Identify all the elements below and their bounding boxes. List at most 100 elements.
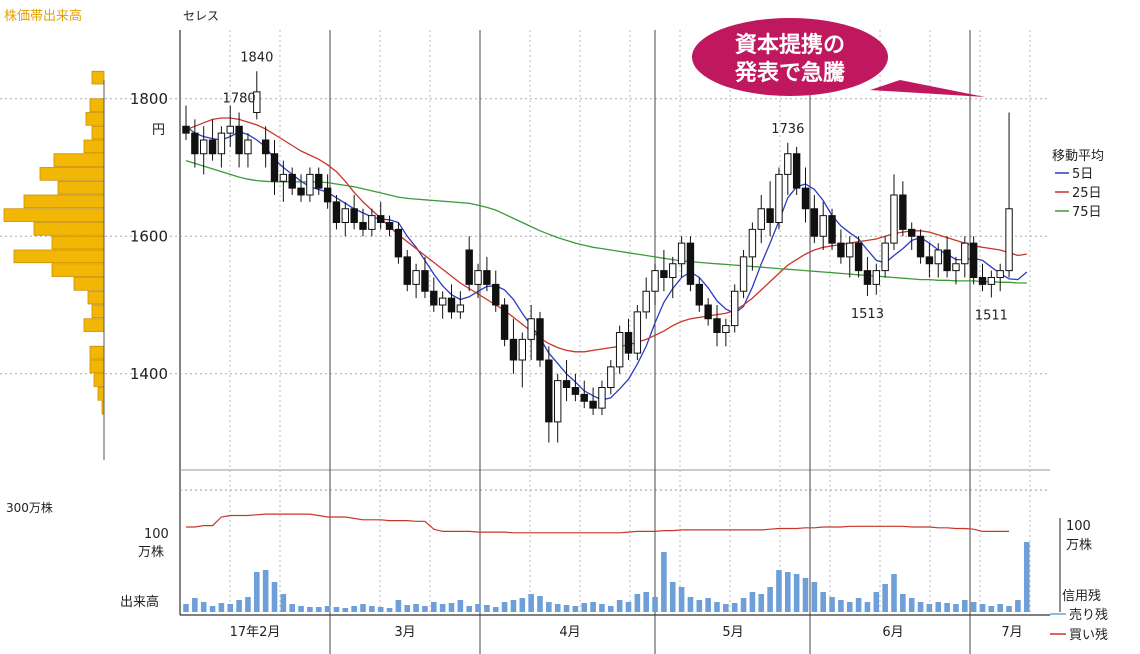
volume-bar — [254, 572, 260, 612]
volume-bar — [616, 600, 623, 612]
annotation-bubble: 資本提携の 発表で急騰 — [692, 18, 985, 97]
volume-bar — [944, 603, 950, 612]
volume-bar — [705, 598, 711, 612]
candle — [500, 298, 509, 347]
volume-bar — [669, 582, 676, 612]
volume-bar — [448, 603, 455, 612]
candle-body-down — [288, 173, 296, 189]
price-band-bar — [87, 290, 105, 305]
volume-bar — [183, 604, 189, 612]
ma-line-25日 — [185, 117, 1027, 353]
price-band-volume — [3, 70, 105, 460]
volume-bar — [262, 570, 269, 612]
volume-bar — [988, 606, 995, 612]
volume-bar — [661, 552, 667, 612]
volume-bar — [245, 597, 251, 612]
candle — [846, 236, 854, 278]
volume-bar — [652, 597, 658, 612]
volume-bar — [758, 594, 765, 612]
candle-body-up — [368, 215, 376, 230]
candle — [279, 160, 288, 202]
volume-bar — [200, 602, 207, 612]
candle — [536, 311, 544, 367]
candle — [695, 277, 703, 312]
volume-bar — [510, 600, 517, 612]
candle — [571, 373, 580, 402]
volume-bar — [289, 604, 295, 612]
volume-bar — [962, 600, 968, 612]
candle-body-down — [863, 270, 872, 285]
volume-bar — [829, 597, 835, 612]
candle-body-down — [766, 208, 774, 223]
candle-body-up — [996, 270, 1004, 278]
candle — [217, 126, 226, 168]
volume-bar — [599, 604, 605, 612]
candle-body-down — [695, 283, 703, 306]
candle-value-label: 1513 — [851, 307, 884, 322]
candle-body-down — [483, 270, 491, 285]
candle-body-up — [226, 125, 234, 134]
candle-body-up — [456, 304, 465, 313]
candle — [828, 208, 836, 250]
candle-body-up — [961, 242, 969, 265]
candle-body-down — [916, 235, 925, 258]
candle — [368, 208, 376, 237]
candle — [474, 263, 482, 299]
y-axis-unit: 円 — [152, 123, 165, 138]
volume-bar — [811, 582, 818, 612]
candle-body-up — [607, 366, 615, 388]
price-band-scale-label: 300万株 — [6, 500, 53, 515]
candle-body-down — [536, 318, 544, 361]
candle-body-down — [704, 304, 712, 320]
price-band-bar — [23, 194, 105, 209]
annotation-ellipse — [692, 18, 888, 96]
volume-bar — [776, 570, 782, 612]
price-band-bar — [89, 98, 105, 112]
volume-bar — [855, 598, 862, 612]
price-band-bar — [3, 208, 105, 222]
candle-body-down — [500, 304, 509, 340]
candle-body-down — [235, 125, 243, 155]
candle-body-down — [810, 208, 819, 237]
candle-body-down — [208, 139, 217, 155]
volume-bar — [227, 604, 234, 612]
candle — [412, 263, 420, 299]
volume-bar — [785, 572, 791, 612]
volume-bar — [820, 592, 826, 612]
candle-value-label: 1736 — [771, 122, 804, 137]
volume-bar — [457, 600, 464, 612]
candle — [669, 256, 677, 299]
candle — [182, 105, 190, 140]
candle-body-up — [474, 270, 482, 285]
candle — [438, 291, 447, 319]
chart-text: 1400 1600 1800 17年2月 3月 4月 5月 6月 7月 1840 1736 1513 1… — [130, 50, 1023, 640]
volume-bar — [864, 602, 871, 612]
price-band-bar — [57, 180, 105, 195]
moving-average-legend: 移動平均 5日 25日 75日 — [1052, 149, 1104, 220]
volume-bar — [908, 598, 915, 612]
candle-value-label: 1511 — [975, 308, 1008, 323]
price-band-bar — [85, 112, 105, 126]
volume-bar — [793, 574, 800, 612]
candle — [615, 325, 624, 374]
margin-legend-title: 信用残 — [1062, 589, 1101, 604]
candle-body-down — [908, 228, 916, 237]
candle-body-down — [492, 283, 500, 306]
volume-bar — [1023, 542, 1030, 612]
candle-body-down — [421, 270, 429, 292]
candle-body-down — [571, 387, 580, 395]
right-scale-value: 100 — [1066, 519, 1091, 534]
x-month-label: 5月 — [722, 625, 743, 640]
candle — [731, 284, 739, 333]
candle — [332, 195, 341, 230]
candle-body-up — [615, 332, 624, 368]
candle — [527, 305, 535, 360]
volume-bar — [369, 606, 375, 612]
volume-bar — [926, 604, 933, 612]
volume-title: 出来高 — [120, 594, 159, 610]
price-band-bar — [83, 139, 105, 154]
candle-value-label: 1780 — [223, 92, 256, 107]
candle — [748, 222, 757, 271]
candle — [421, 256, 429, 299]
candle-body-down — [828, 215, 836, 244]
